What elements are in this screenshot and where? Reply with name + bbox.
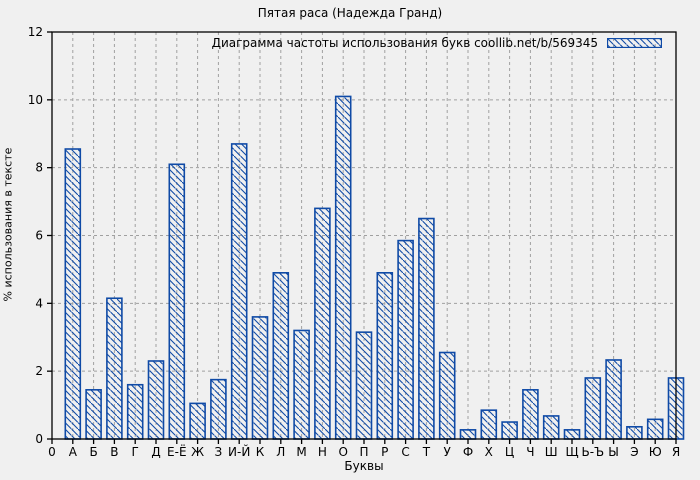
bar-Г [126, 383, 144, 440]
bar-Ш [542, 415, 560, 440]
x-axis-title: Буквы [344, 459, 384, 473]
x-tick-label: П [359, 445, 368, 459]
bar-К [251, 316, 269, 440]
x-tick-label: Э [630, 445, 638, 459]
x-origin-label: 0 [48, 445, 56, 459]
y-tick-label: 6 [35, 229, 43, 243]
x-tick-label: Х [485, 445, 493, 459]
x-tick-label: Ы [608, 445, 619, 459]
bar-Ь-Ъ [584, 377, 602, 440]
x-tick-label: Б [89, 445, 97, 459]
x-tick-label: И-Й [228, 444, 250, 459]
y-tick-label: 0 [35, 432, 43, 446]
bar-С [397, 239, 414, 440]
bar-Л [272, 272, 290, 440]
bar-П [355, 331, 373, 440]
x-tick-label: З [215, 445, 223, 459]
bar-Э [626, 425, 643, 440]
legend-hatch-swatch [607, 38, 662, 48]
bar-В [106, 297, 123, 440]
x-tick-label: С [401, 445, 409, 459]
bar-М [293, 329, 310, 440]
x-tick-label: Ч [526, 445, 534, 459]
bar-Ю [646, 418, 664, 440]
x-tick-label: Л [276, 445, 285, 459]
legend-label: Диаграмма частоты использования букв coo… [211, 36, 598, 50]
x-tick-label: Р [381, 445, 388, 459]
x-tick-label: К [256, 445, 265, 459]
chart-title: Пятая раса (Надежда Гранд) [257, 6, 443, 20]
x-tick-label: Ж [191, 445, 204, 459]
x-tick-label: А [69, 445, 78, 459]
x-tick-label: Д [151, 445, 160, 459]
y-tick-label: 12 [28, 25, 43, 39]
legend: Диаграмма частоты использования букв coo… [212, 36, 662, 50]
x-tick-label: О [338, 445, 347, 459]
bar-Е-Ё [168, 163, 186, 440]
y-tick-label: 10 [28, 93, 43, 107]
bar-Ч [522, 389, 539, 440]
bar-З [210, 378, 227, 440]
bar-О [334, 95, 352, 440]
bar-И-Й [230, 143, 248, 440]
x-tick-label: Г [132, 445, 139, 459]
x-tick-label: Ф [463, 445, 473, 459]
bar-Ы [605, 359, 622, 440]
x-tick-label: Н [318, 445, 327, 459]
x-tick-label: В [110, 445, 118, 459]
y-tick-label: 2 [35, 364, 43, 378]
x-tick-label: Ш [545, 445, 558, 459]
x-tick-label: У [444, 445, 452, 459]
bar-Ф [459, 429, 477, 440]
bar-Н [314, 207, 331, 440]
bar-А [64, 148, 82, 440]
x-tick-label: Ь-Ъ [582, 445, 605, 459]
bar-Р [376, 272, 394, 440]
bar-Т [418, 217, 435, 440]
x-tick-label: Ц [505, 445, 514, 459]
x-tick-label: Ю [649, 445, 662, 459]
bar-Ц [501, 421, 518, 440]
x-tick-label: М [296, 445, 306, 459]
x-tick-label: Я [672, 445, 680, 459]
bar-Ж [189, 402, 206, 440]
y-tick-label: 4 [35, 296, 43, 310]
bar-У [438, 351, 456, 440]
x-tick-label: Щ [565, 445, 578, 459]
x-tick-label: Т [422, 445, 431, 459]
bar-Б [85, 389, 102, 440]
bar-Щ [563, 429, 581, 440]
bar-Д [147, 360, 165, 440]
y-tick-label: 8 [35, 161, 43, 175]
x-tick-label: Е-Ё [167, 444, 187, 459]
bar-Х [480, 409, 498, 440]
